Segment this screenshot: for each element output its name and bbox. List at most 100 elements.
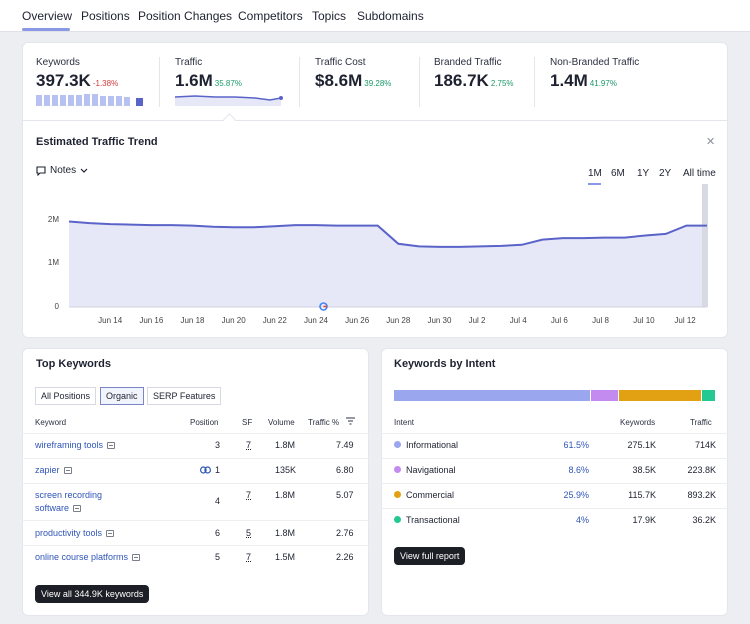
tab-subdomains[interactable]: Subdomains bbox=[357, 9, 424, 23]
range-2y[interactable]: 2Y bbox=[659, 168, 672, 179]
col-keyword[interactable]: Keyword bbox=[35, 418, 67, 427]
tab-serp-features[interactable]: SERP Features bbox=[147, 387, 222, 405]
traffic-value: 6.80 bbox=[336, 465, 354, 475]
notes-label: Notes bbox=[50, 165, 77, 176]
intent-bar-segment[interactable] bbox=[702, 390, 715, 401]
intent-name: Informational bbox=[406, 440, 459, 450]
keyword-link[interactable]: zapier bbox=[35, 465, 72, 475]
intent-percent-link[interactable]: 61.5% bbox=[563, 440, 589, 450]
position-value: 3 bbox=[215, 440, 221, 450]
col-intent: Intent bbox=[394, 418, 415, 427]
keyword-link[interactable]: wireframing tools bbox=[35, 440, 116, 450]
top-navigation: Overview Positions Position Changes Comp… bbox=[0, 0, 750, 32]
intent-bar-segment[interactable] bbox=[590, 390, 618, 401]
sf-value[interactable]: 7 bbox=[246, 490, 252, 500]
tab-competitors[interactable]: Competitors bbox=[238, 9, 303, 23]
metric-delta: 35.87% bbox=[214, 79, 242, 88]
divider bbox=[534, 57, 535, 107]
metric-traffic-cost[interactable]: Traffic Cost $8.6M 39.28% bbox=[315, 57, 391, 91]
metric-traffic[interactable]: Traffic 1.6M 35.87% bbox=[174, 57, 285, 111]
x-tick-label: Jun 24 bbox=[303, 316, 328, 325]
metric-branded-traffic[interactable]: Branded Traffic 186.7K 2.75% bbox=[434, 57, 514, 91]
keyword-link[interactable]: screen recording bbox=[35, 490, 103, 500]
metric-delta: 2.75% bbox=[490, 79, 514, 88]
range-1m[interactable]: 1M bbox=[588, 168, 602, 179]
divider bbox=[419, 57, 420, 107]
row-divider bbox=[381, 483, 728, 484]
intent-percent-link[interactable]: 25.9% bbox=[563, 490, 589, 500]
keyword-link[interactable]: productivity tools bbox=[35, 528, 115, 538]
chevron-down-icon bbox=[80, 168, 88, 173]
metric-label: Branded Traffic bbox=[434, 57, 502, 68]
active-tab-indicator bbox=[22, 28, 70, 31]
intent-bar-segment[interactable] bbox=[394, 390, 590, 401]
x-tick-label: Jul 10 bbox=[633, 316, 655, 325]
row-divider bbox=[22, 458, 369, 459]
volume-value: 135K bbox=[275, 465, 297, 475]
sf-value[interactable]: 7 bbox=[246, 552, 252, 562]
link-icon[interactable] bbox=[200, 466, 211, 474]
x-tick-label: Jun 18 bbox=[180, 316, 205, 325]
intent-percent-link[interactable]: 8.6% bbox=[568, 465, 589, 475]
intent-name: Commercial bbox=[406, 490, 455, 500]
metric-value: 186.7K 2.75% bbox=[434, 71, 514, 90]
metric-label: Keywords bbox=[36, 57, 80, 68]
divider bbox=[159, 57, 160, 107]
volume-value: 1.8M bbox=[275, 440, 296, 450]
metric-keywords[interactable]: Keywords 397.3K -1.38% bbox=[36, 57, 144, 111]
x-tick-label: Jul 2 bbox=[468, 316, 486, 325]
traffic-value: 2.76 bbox=[336, 528, 354, 538]
volume-value: 1.5M bbox=[275, 552, 296, 562]
range-all-time[interactable]: All time bbox=[683, 168, 716, 179]
navigational-dot bbox=[394, 466, 401, 473]
metric-delta: 39.28% bbox=[364, 79, 392, 88]
overview-card: Keywords 397.3K -1.38% Traffic 1.6M 35.87%… bbox=[22, 42, 728, 338]
serp-snapshot-icon[interactable] bbox=[63, 467, 72, 475]
metric-value: 1.6M 35.87% bbox=[175, 71, 242, 90]
tab-all-positions[interactable]: All Positions bbox=[35, 387, 97, 405]
col-traffic-percent[interactable]: Traffic % bbox=[308, 418, 340, 427]
google-update-icon[interactable] bbox=[319, 302, 328, 311]
col-position[interactable]: Position bbox=[190, 418, 219, 427]
tab-positions[interactable]: Positions bbox=[81, 9, 130, 23]
close-icon[interactable]: ✕ bbox=[706, 136, 716, 148]
metric-non-branded-traffic[interactable]: Non-Branded Traffic 1.4M 41.97% bbox=[550, 57, 639, 91]
x-tick-label: Jul 8 bbox=[592, 316, 609, 325]
col-keywords: Keywords bbox=[620, 418, 656, 427]
tab-topics[interactable]: Topics bbox=[312, 9, 347, 23]
sort-icon[interactable] bbox=[346, 417, 355, 425]
x-tick-label: Jul 4 bbox=[509, 316, 527, 325]
keyword-link[interactable]: online course platforms bbox=[35, 552, 141, 562]
view-full-report-button[interactable]: View full report bbox=[394, 547, 466, 565]
x-tick-label: Jun 26 bbox=[345, 316, 370, 325]
intent-keywords: 38.5K bbox=[632, 465, 656, 475]
keywords-by-intent-card: Keywords by Intent bbox=[381, 348, 728, 616]
volume-value: 1.8M bbox=[275, 490, 296, 500]
active-range-indicator bbox=[588, 183, 601, 185]
tab-organic[interactable]: Organic bbox=[100, 387, 144, 405]
range-6m[interactable]: 6M bbox=[611, 168, 625, 179]
tab-position-changes[interactable]: Position Changes bbox=[138, 9, 233, 23]
divider bbox=[299, 57, 300, 107]
intent-bar-segment[interactable] bbox=[618, 390, 702, 401]
col-volume[interactable]: Volume bbox=[268, 418, 295, 427]
intent-title: Keywords by Intent bbox=[394, 358, 496, 370]
keyword-link-continued[interactable]: software bbox=[35, 503, 82, 513]
intent-percent-link[interactable]: 4% bbox=[575, 515, 589, 525]
tab-overview[interactable]: Overview bbox=[22, 9, 73, 23]
x-tick-label: Jul 6 bbox=[550, 316, 568, 325]
serp-snapshot-icon[interactable] bbox=[132, 554, 141, 562]
serp-snapshot-icon[interactable] bbox=[73, 505, 82, 513]
section-divider bbox=[23, 120, 727, 121]
notes-dropdown[interactable]: Notes bbox=[36, 165, 88, 176]
table-divider bbox=[381, 433, 728, 434]
col-sf[interactable]: SF bbox=[242, 418, 253, 427]
range-1y[interactable]: 1Y bbox=[637, 168, 650, 179]
serp-snapshot-icon[interactable] bbox=[107, 442, 116, 450]
traffic-value: 7.49 bbox=[336, 440, 354, 450]
sf-value[interactable]: 7 bbox=[246, 440, 252, 450]
x-tick-label: Jun 28 bbox=[386, 316, 411, 325]
sf-value[interactable]: 5 bbox=[246, 528, 252, 538]
view-all-keywords-button[interactable]: View all 344.9K keywords bbox=[35, 585, 150, 603]
serp-snapshot-icon[interactable] bbox=[106, 530, 115, 538]
